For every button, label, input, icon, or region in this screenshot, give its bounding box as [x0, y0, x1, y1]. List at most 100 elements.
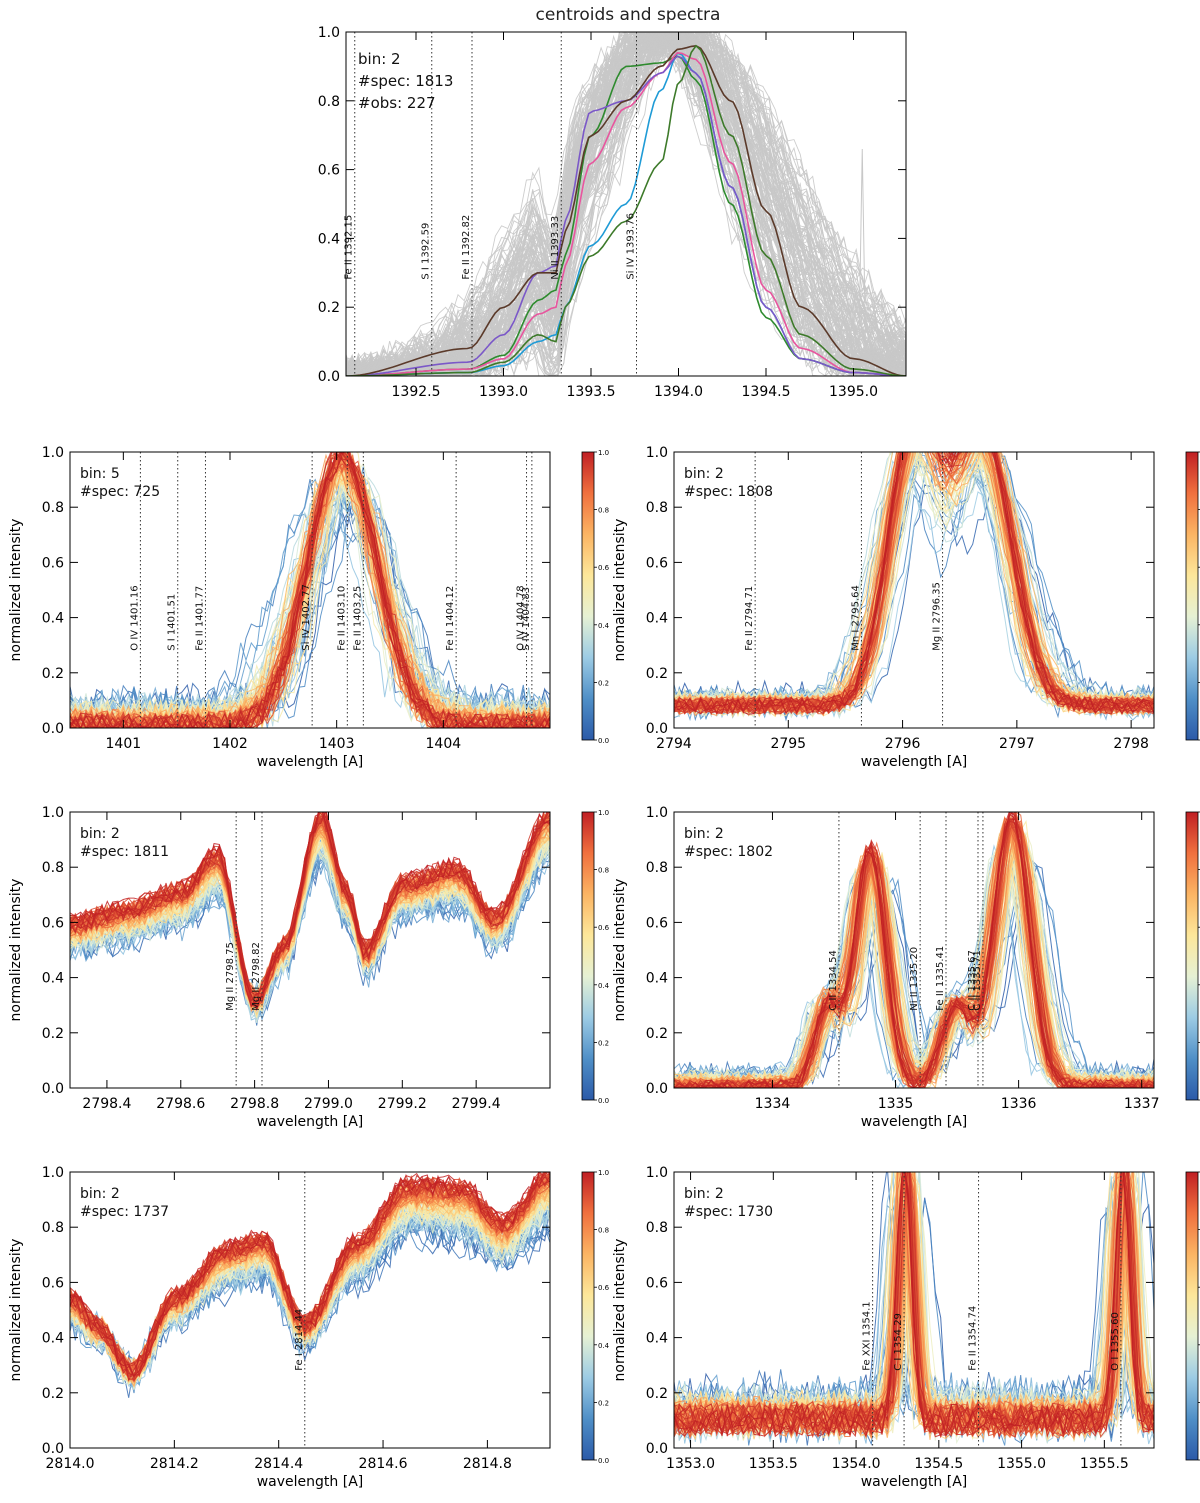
spectrum-line: [70, 814, 550, 1012]
series-line-centroid-3: [346, 52, 906, 376]
y-tick-label: 0.4: [42, 971, 64, 987]
y-tick-label: 1.0: [646, 1165, 668, 1181]
spectrum-line: [70, 1172, 550, 1378]
spectrum-line: [674, 1172, 1154, 1438]
chart-panel-photospheric-2814: Fe I 2814.44 0.0 0.2 0.4 0.6 0.8 1.0 2814.0 2814…: [8, 1165, 610, 1490]
marker-label: Fe II 1392.82: [461, 215, 472, 280]
spectrum-line: [674, 452, 1154, 716]
marker-label: Fe II 1401.77: [194, 586, 205, 651]
spectrum-line: [346, 32, 906, 376]
marker-label: Fe XXI 1354.1: [862, 1301, 873, 1370]
spectrum-line: [70, 452, 550, 728]
x-tick-label: 1355.5: [1080, 1456, 1129, 1472]
info-line: bin: 2: [684, 826, 724, 842]
spectrum-line: [674, 818, 1154, 1088]
info-line: bin: 2: [80, 1186, 120, 1202]
marker-label: O IV 1401.16: [129, 585, 140, 650]
plot-frame: [673, 451, 1155, 729]
info-line: bin: 5: [80, 466, 120, 482]
marker-label: C I 1354.29: [893, 1313, 904, 1371]
spectrum-line: [674, 1172, 1154, 1438]
y-axis-label: normalized intensity: [612, 519, 628, 662]
spectrum-line: [674, 452, 1154, 715]
spectrum-spike: [858, 148, 867, 359]
y-tick-label: 0.8: [42, 500, 64, 516]
spectrum-line: [674, 813, 1154, 1088]
marker-label: Fe II 1335.41: [935, 946, 946, 1011]
plot-frame: [69, 1171, 551, 1449]
marker-label: Ni II 1335.20: [909, 947, 920, 1011]
plot-frame: [69, 811, 551, 1089]
chart-panel-si-iv-1403: O IV 1401.16 S I 1401.51 Fe II 1401.77 Si I…: [8, 445, 610, 770]
x-tick-label: 1402: [212, 736, 248, 752]
x-tick-label: 1353.5: [749, 1456, 798, 1472]
x-tick-label: 1403: [319, 736, 355, 752]
x-axis-label: wavelength [A]: [861, 1474, 968, 1490]
spectrum-line: [674, 452, 1154, 715]
x-tick-label: 2798.8: [230, 1096, 279, 1112]
plot-frame: [69, 451, 551, 729]
colorbar-tick-label: 0.6: [598, 924, 610, 932]
x-tick-label: 2814.2: [150, 1456, 199, 1472]
y-tick-label: 0.8: [646, 500, 668, 516]
y-tick-label: 0.6: [318, 163, 340, 179]
y-tick-label: 0.8: [646, 860, 668, 876]
marker-label: Fe II 1403.25: [352, 586, 363, 651]
x-tick-label: 1354.0: [832, 1456, 881, 1472]
colorbar-tick-label: 0.0: [598, 737, 609, 745]
y-tick-label: 0.0: [646, 1441, 668, 1457]
marker-label: Fe II 1354.74: [968, 1306, 979, 1371]
x-tick-label: 2799.2: [378, 1096, 427, 1112]
x-tick-label: 1401: [106, 736, 142, 752]
chart-panel-mg-ii-k: Fe II 2794.71 Mn I 2795.64 Mg II 2796.35 0.…: [612, 445, 1200, 770]
plot-frame: [345, 31, 907, 377]
x-tick-label: 1336: [1001, 1096, 1037, 1112]
y-tick-label: 0.6: [42, 555, 64, 571]
y-tick-label: 0.2: [42, 1026, 64, 1042]
spectrum-line: [346, 32, 906, 376]
y-tick-label: 0.2: [646, 1026, 668, 1042]
marker-label: Si IV 1402.77: [301, 584, 312, 651]
colorbar: [581, 1171, 595, 1461]
marker-label: Ni II 1393.33: [550, 216, 561, 280]
spectrum-line: [346, 32, 906, 376]
spectrum-line: [346, 32, 906, 376]
spectrum-line: [70, 452, 550, 728]
y-axis-label: normalized intensity: [8, 1239, 24, 1382]
x-tick-label: 1337: [1124, 1096, 1160, 1112]
spectra-mg-ii-k: [674, 452, 1154, 722]
y-tick-label: 0.0: [42, 1441, 64, 1457]
colorbar: [581, 811, 595, 1101]
info-line: #spec: 1730: [684, 1204, 773, 1220]
spectrum-line: [346, 34, 906, 376]
x-axis-label: wavelength [A]: [257, 1114, 364, 1130]
colorbar-tick-label: 0.6: [598, 564, 610, 572]
colorbar: [1185, 1171, 1199, 1461]
marker-label: C II 1335.71: [972, 950, 983, 1011]
spectrum-line: [674, 1172, 1154, 1438]
x-tick-label: 1355.0: [997, 1456, 1046, 1472]
info-line: bin: 2: [358, 50, 401, 68]
spectrum-line: [346, 32, 906, 376]
colorbar-tick-label: 1.0: [598, 1169, 609, 1177]
x-tick-label: 2795: [770, 736, 806, 752]
x-tick-label: 1394.5: [742, 384, 791, 400]
colorbar-tick-label: 0.4: [598, 982, 610, 990]
y-tick-label: 0.2: [318, 300, 340, 316]
colorbar-tick-label: 0.6: [598, 1284, 610, 1292]
colorbar: [581, 451, 595, 741]
chart-panel-c-i-1354: Fe XXI 1354.1 C I 1354.29 Fe II 1354.74 O I…: [612, 1165, 1200, 1490]
x-tick-label: 2814.0: [46, 1456, 95, 1472]
spectrum-line: [70, 812, 549, 1004]
spectrum-line: [674, 452, 1154, 714]
spectrum-line: [674, 452, 1154, 715]
y-tick-label: 0.0: [646, 1081, 668, 1097]
marker-label: C II 1335.67: [967, 950, 978, 1011]
marker-label: S I 1401.51: [167, 594, 178, 651]
x-tick-label: 2799.4: [452, 1096, 501, 1112]
colorbar-tick-label: 0.4: [598, 1342, 610, 1350]
colorbar-tick-label: 0.2: [598, 1039, 609, 1047]
spectrum-line: [674, 452, 1154, 718]
x-tick-label: 1392.5: [392, 384, 441, 400]
x-tick-label: 1393.5: [567, 384, 616, 400]
